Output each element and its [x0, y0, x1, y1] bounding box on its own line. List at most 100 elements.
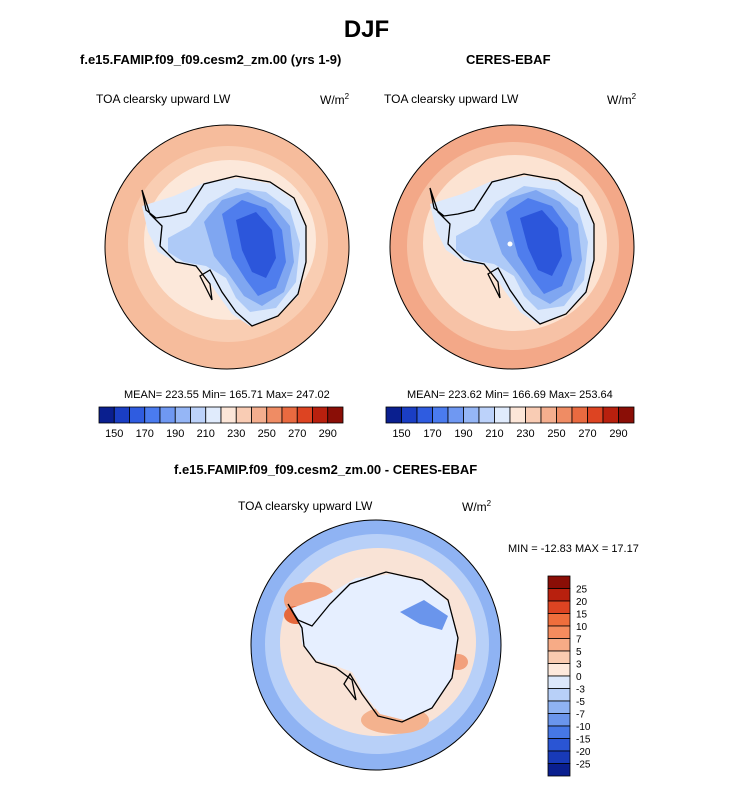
model-colorbar-box-15	[327, 406, 344, 424]
obs-colorbar-tick-270: 270	[578, 428, 596, 440]
diff-map	[250, 519, 502, 771]
obs-colorbar-tick-250: 250	[547, 428, 565, 440]
obs-panel-title: CERES-EBAF	[466, 52, 551, 67]
model-colorbar-tick-170: 170	[136, 428, 154, 440]
diff-colorbar-box-4	[547, 625, 571, 639]
model-stats-label: MEAN= 223.55 Min= 165.71 Max= 247.02	[124, 389, 330, 401]
obs-colorbar-tick-290: 290	[609, 428, 627, 440]
figure-title: DJF	[343, 16, 390, 43]
obs-colorbar-box-8	[509, 406, 526, 424]
diff-colorbar-tick-3: 3	[576, 660, 582, 671]
model-panel-title: f.e15.FAMIP.f09_f09.cesm2_zm.00 (yrs 1-9…	[80, 52, 342, 67]
model-antarctica-core	[236, 212, 276, 278]
diff-colorbar-box-15	[547, 763, 571, 777]
obs-map	[389, 124, 635, 370]
diff-colorbar-box-3	[547, 613, 571, 627]
model-colorbar-box-6	[190, 406, 207, 424]
obs-colorbar-box-11	[556, 406, 573, 424]
diff-colorbar-box-12	[547, 725, 571, 739]
obs-colorbar-box-2	[416, 406, 433, 424]
model-colorbar-box-9	[235, 406, 252, 424]
diff-colorbar-box-2	[547, 600, 571, 614]
model-colorbar-box-4	[159, 406, 176, 424]
diff-colorbar-tick-25: 25	[576, 585, 588, 596]
model-colorbar-box-1	[113, 406, 130, 424]
model-colorbar-box-0	[98, 406, 115, 424]
diff-colorbar-tick--20: -20	[576, 747, 591, 758]
model-colorbar-tick-210: 210	[197, 428, 215, 440]
diff-variable-label: TOA clearsky upward LW	[238, 499, 373, 513]
obs-colorbar-box-10	[540, 406, 557, 424]
obs-colorbar-box-15	[618, 406, 635, 424]
diff-colorbar-box-14	[547, 750, 571, 764]
obs-colorbar-tick-230: 230	[516, 428, 534, 440]
model-colorbar: 150 170 190 210 230 250 270 290	[98, 406, 344, 440]
model-colorbar-box-12	[281, 406, 298, 424]
model-variable-label: TOA clearsky upward LW	[96, 92, 231, 106]
diff-colorbar-tick--10: -10	[576, 722, 591, 733]
diff-panel-title: f.e15.FAMIP.f09_f09.cesm2_zm.00 - CERES-…	[174, 462, 478, 477]
obs-stats-label: MEAN= 223.62 Min= 166.69 Max= 253.64	[407, 389, 613, 401]
obs-coastline	[429, 173, 595, 325]
model-colorbar-box-5	[174, 406, 191, 424]
obs-variable-label: TOA clearsky upward LW	[384, 92, 519, 106]
diff-colorbar-box-11	[547, 713, 571, 727]
obs-colorbar-box-6	[478, 406, 495, 424]
model-colorbar-box-11	[266, 406, 283, 424]
model-colorbar-box-10	[251, 406, 268, 424]
obs-colorbar-box-1	[401, 406, 418, 424]
diff-colorbar-box-9	[547, 688, 571, 702]
obs-colorbar-tick-190: 190	[454, 428, 472, 440]
diff-colorbar-tick--15: -15	[576, 735, 591, 746]
model-colorbar-tick-190: 190	[166, 428, 184, 440]
obs-colorbar: 150 170 190 210 230 250 270 290	[385, 406, 635, 440]
diff-colorbar-tick--7: -7	[576, 710, 585, 721]
obs-antarctica-core	[520, 210, 562, 276]
model-colorbar-tick-270: 270	[288, 428, 306, 440]
obs-colorbar-tick-150: 150	[392, 428, 410, 440]
diff-colorbar-tick-0: 0	[576, 672, 582, 683]
model-coastline	[141, 175, 307, 327]
obs-colorbar-box-12	[571, 406, 588, 424]
diff-colorbar-tick-20: 20	[576, 597, 588, 608]
diff-colorbar-box-0	[547, 575, 571, 589]
model-colorbar-tick-230: 230	[227, 428, 245, 440]
obs-colorbar-box-7	[494, 406, 511, 424]
obs-colorbar-box-3	[432, 406, 449, 424]
model-colorbar-box-14	[312, 406, 329, 424]
model-colorbar-box-7	[205, 406, 222, 424]
model-colorbar-box-8	[220, 406, 237, 424]
diff-colorbar-box-7	[547, 663, 571, 677]
model-colorbar-box-2	[129, 406, 146, 424]
model-units-label: W/m2	[320, 92, 350, 107]
model-colorbar-tick-150: 150	[105, 428, 123, 440]
diff-coastline	[287, 571, 459, 723]
diff-colorbar-tick--5: -5	[576, 697, 585, 708]
obs-colorbar-box-4	[447, 406, 464, 424]
diff-colorbar-box-1	[547, 588, 571, 602]
model-map-border	[104, 124, 350, 370]
diff-colorbar-tick-5: 5	[576, 647, 582, 658]
diff-colorbar-box-10	[547, 700, 571, 714]
diff-colorbar-box-13	[547, 738, 571, 752]
model-colorbar-box-3	[144, 406, 161, 424]
diff-colorbar-tick-10: 10	[576, 622, 588, 633]
obs-pole-dot	[507, 241, 513, 247]
diff-colorbar-box-5	[547, 638, 571, 652]
obs-map-border	[389, 124, 635, 370]
diff-colorbar-box-8	[547, 675, 571, 689]
obs-colorbar-tick-210: 210	[485, 428, 503, 440]
diff-stats-label: MIN = -12.83 MAX = 17.17	[508, 543, 639, 555]
model-map	[104, 124, 350, 370]
diff-map-border	[250, 519, 502, 771]
obs-colorbar-box-14	[602, 406, 619, 424]
obs-colorbar-box-9	[525, 406, 542, 424]
model-colorbar-tick-290: 290	[319, 428, 337, 440]
diff-colorbar-box-6	[547, 650, 571, 664]
model-colorbar-box-13	[296, 406, 313, 424]
obs-colorbar-box-13	[587, 406, 604, 424]
diff-colorbar-tick--3: -3	[576, 685, 585, 696]
diff-colorbar-tick--25: -25	[576, 760, 591, 771]
diff-colorbar-tick-7: 7	[576, 635, 582, 646]
